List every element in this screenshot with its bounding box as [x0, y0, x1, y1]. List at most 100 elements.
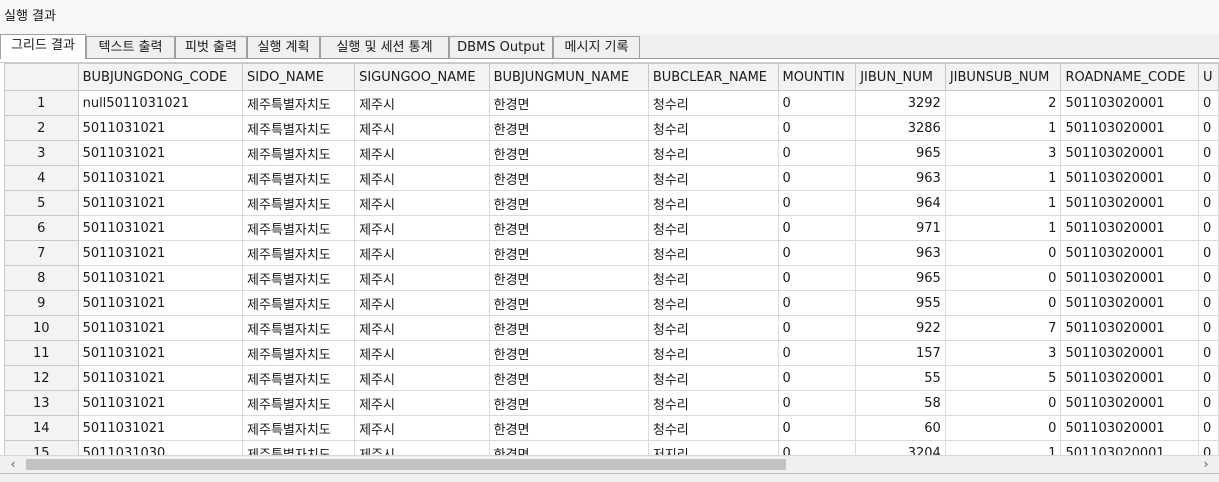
- table-cell[interactable]: 501103020001: [1060, 265, 1200, 291]
- table-cell[interactable]: 한경면: [488, 390, 649, 416]
- table-cell[interactable]: 0: [1198, 290, 1219, 316]
- column-header-jibunsub-num[interactable]: JIBUNSUB_NUM: [944, 63, 1062, 91]
- table-cell[interactable]: 3: [944, 340, 1062, 366]
- table-cell[interactable]: null5011031021: [77, 90, 244, 116]
- row-number-cell[interactable]: 2: [4, 115, 79, 141]
- table-cell[interactable]: 5011031021: [77, 190, 244, 216]
- table-row[interactable]: 11 5011031021 제주특별자치도 제주시 한경면 청수리 0 157 3 5011030…: [4, 340, 1219, 366]
- table-cell[interactable]: 제주시: [354, 165, 490, 191]
- row-number-cell[interactable]: 9: [4, 290, 79, 316]
- column-header-mountin[interactable]: MOUNTIN: [777, 63, 857, 91]
- table-cell[interactable]: 501103020001: [1060, 290, 1200, 316]
- table-cell[interactable]: 한경면: [488, 165, 649, 191]
- table-cell[interactable]: 501103020001: [1060, 440, 1200, 458]
- table-cell[interactable]: 0: [777, 440, 857, 458]
- table-cell[interactable]: 0: [777, 240, 857, 266]
- scroll-right-icon[interactable]: ›: [1203, 457, 1209, 471]
- table-cell[interactable]: 0: [1198, 140, 1219, 166]
- row-number-cell[interactable]: 1: [4, 90, 79, 116]
- row-number-header[interactable]: [4, 63, 79, 91]
- table-cell[interactable]: 한경면: [488, 340, 649, 366]
- table-cell[interactable]: 제주특별자치도: [242, 440, 356, 458]
- table-cell[interactable]: 제주시: [354, 365, 490, 391]
- table-cell[interactable]: 제주시: [354, 315, 490, 341]
- table-cell[interactable]: 58: [855, 390, 946, 416]
- column-header-truncated[interactable]: U: [1198, 63, 1219, 91]
- table-cell[interactable]: 0: [777, 390, 857, 416]
- table-cell[interactable]: 제주특별자치도: [242, 190, 356, 216]
- table-cell[interactable]: 5011031021: [77, 115, 244, 141]
- table-cell[interactable]: 한경면: [488, 415, 649, 441]
- table-cell[interactable]: 1: [944, 190, 1062, 216]
- table-cell[interactable]: 한경면: [488, 215, 649, 241]
- table-cell[interactable]: 청수리: [647, 365, 779, 391]
- table-cell[interactable]: 0: [777, 115, 857, 141]
- table-cell[interactable]: 3286: [855, 115, 946, 141]
- row-number-cell[interactable]: 5: [4, 190, 79, 216]
- table-cell[interactable]: 0: [777, 415, 857, 441]
- table-cell[interactable]: 965: [855, 140, 946, 166]
- table-row[interactable]: 8 5011031021 제주특별자치도 제주시 한경면 청수리 0 965 0 50110302…: [4, 265, 1219, 291]
- table-cell[interactable]: 501103020001: [1060, 390, 1200, 416]
- tab-grid-result[interactable]: 그리드 결과: [0, 34, 86, 59]
- table-cell[interactable]: 제주특별자치도: [242, 390, 356, 416]
- table-cell[interactable]: 청수리: [647, 140, 779, 166]
- table-cell[interactable]: 501103020001: [1060, 365, 1200, 391]
- table-cell[interactable]: 청수리: [647, 265, 779, 291]
- table-cell[interactable]: 60: [855, 415, 946, 441]
- table-cell[interactable]: 0: [777, 190, 857, 216]
- table-cell[interactable]: 0: [777, 165, 857, 191]
- table-cell[interactable]: 0: [1198, 390, 1219, 416]
- row-number-cell[interactable]: 10: [4, 315, 79, 341]
- table-cell[interactable]: 제주특별자치도: [242, 140, 356, 166]
- table-cell[interactable]: 0: [1198, 215, 1219, 241]
- scrollbar-thumb[interactable]: [26, 459, 786, 470]
- column-header-roadname-code[interactable]: ROADNAME_CODE: [1060, 63, 1200, 91]
- table-cell[interactable]: 한경면: [488, 240, 649, 266]
- table-cell[interactable]: 한경면: [488, 440, 649, 458]
- table-cell[interactable]: 한경면: [488, 315, 649, 341]
- table-cell[interactable]: 0: [777, 315, 857, 341]
- table-row[interactable]: 1 null5011031021 제주특별자치도 제주시 한경면 청수리 0 3292 2 501…: [4, 90, 1219, 116]
- table-cell[interactable]: 제주시: [354, 215, 490, 241]
- table-cell[interactable]: 964: [855, 190, 946, 216]
- table-cell[interactable]: 청수리: [647, 190, 779, 216]
- tab-pivot-output[interactable]: 피벗 출력: [175, 36, 247, 58]
- table-cell[interactable]: 5011031021: [77, 215, 244, 241]
- table-cell[interactable]: 제주시: [354, 140, 490, 166]
- row-number-cell[interactable]: 13: [4, 390, 79, 416]
- table-cell[interactable]: 3204: [855, 440, 946, 458]
- table-cell[interactable]: 2: [944, 90, 1062, 116]
- tab-message-log[interactable]: 메시지 기록: [553, 36, 640, 58]
- table-cell[interactable]: 501103020001: [1060, 240, 1200, 266]
- table-cell[interactable]: 3292: [855, 90, 946, 116]
- table-cell[interactable]: 0: [1198, 340, 1219, 366]
- column-header-bubjungmun-name[interactable]: BUBJUNGMUN_NAME: [488, 63, 649, 91]
- table-cell[interactable]: 1: [944, 165, 1062, 191]
- tab-text-output[interactable]: 텍스트 출력: [86, 36, 175, 58]
- table-cell[interactable]: 55: [855, 365, 946, 391]
- table-cell[interactable]: 5011031021: [77, 365, 244, 391]
- table-cell[interactable]: 한경면: [488, 290, 649, 316]
- table-cell[interactable]: 0: [777, 365, 857, 391]
- table-cell[interactable]: 제주특별자치도: [242, 165, 356, 191]
- table-cell[interactable]: 저지리: [647, 440, 779, 458]
- table-cell[interactable]: 963: [855, 165, 946, 191]
- table-cell[interactable]: 한경면: [488, 190, 649, 216]
- table-cell[interactable]: 0: [1198, 365, 1219, 391]
- table-cell[interactable]: 제주특별자치도: [242, 215, 356, 241]
- table-row[interactable]: 6 5011031021 제주특별자치도 제주시 한경면 청수리 0 971 1 50110302…: [4, 215, 1219, 241]
- table-cell[interactable]: 제주특별자치도: [242, 240, 356, 266]
- table-cell[interactable]: 0: [1198, 440, 1219, 458]
- table-cell[interactable]: 0: [1198, 165, 1219, 191]
- table-cell[interactable]: 5011031021: [77, 165, 244, 191]
- table-cell[interactable]: 제주특별자치도: [242, 265, 356, 291]
- table-cell[interactable]: 0: [944, 265, 1062, 291]
- table-cell[interactable]: 501103020001: [1060, 90, 1200, 116]
- table-cell[interactable]: 963: [855, 240, 946, 266]
- table-cell[interactable]: 한경면: [488, 90, 649, 116]
- table-row[interactable]: 2 5011031021 제주특별자치도 제주시 한경면 청수리 0 3286 1 5011030…: [4, 115, 1219, 141]
- table-cell[interactable]: 제주시: [354, 265, 490, 291]
- table-cell[interactable]: 청수리: [647, 415, 779, 441]
- table-cell[interactable]: 5011031021: [77, 140, 244, 166]
